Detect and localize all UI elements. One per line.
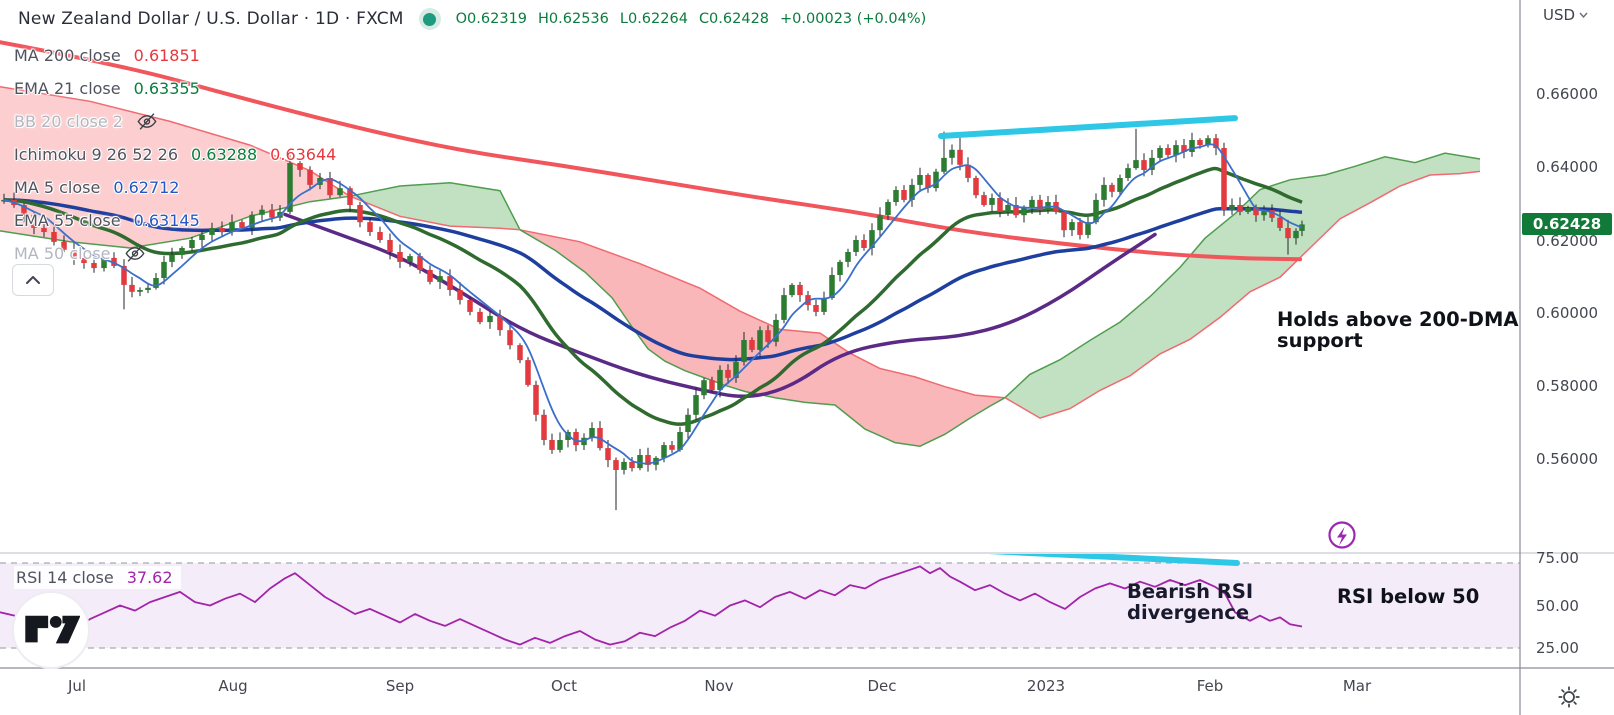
ohlc-low: L0.62264 [619, 11, 688, 27]
price-trendline-drawing[interactable] [938, 115, 1238, 139]
time-tick-label: Feb [1196, 677, 1224, 695]
time-tick-label: Jul [67, 677, 87, 695]
annotation-rsi-below-50[interactable]: RSI below 50 [1337, 585, 1480, 608]
price-tick-label: 0.62000 [1536, 232, 1599, 250]
time-tick-label: Mar [1342, 677, 1372, 695]
rsi-tick-label: 75.00 [1536, 549, 1579, 567]
price-tick-label: 0.56000 [1536, 450, 1599, 468]
rsi-legend-value: 37.62 [126, 568, 173, 587]
time-tick-label: Oct [551, 677, 577, 695]
annotation-bearish-divergence[interactable]: Bearish RSI divergence [1127, 580, 1254, 625]
rsi-tick-label: 50.00 [1536, 597, 1579, 615]
legend-value: 0.61851 [133, 45, 200, 65]
legend-row-ichimoku-9-26-52-26[interactable]: Ichimoku 9 26 52 26 0.63288 0.63644 [14, 143, 336, 165]
ma5-line [3, 143, 1303, 465]
rsi-tick-label: 25.00 [1536, 639, 1579, 657]
legend-label: BB 20 close 2 [14, 111, 123, 131]
legend-value: 0.63644 [270, 144, 337, 164]
currency-label: USD [1543, 6, 1576, 24]
currency-selector[interactable]: USD [1543, 6, 1588, 24]
time-tick-label: 2023 [1026, 677, 1066, 695]
legend-row-ema-55-close[interactable]: EMA 55 close 0.63145 [14, 209, 336, 231]
legend-value: 0.63355 [133, 78, 200, 98]
legend-label: Ichimoku 9 26 52 26 [14, 144, 178, 164]
eye-slash-icon[interactable] [136, 112, 158, 131]
rsi-pane [0, 548, 1520, 649]
ohlc-readout: O0.62319 H0.62536 L0.62264 C0.62428 +0.0… [456, 11, 927, 27]
ohlc-open: O0.62319 [455, 11, 528, 27]
indicator-legend: MA 200 close 0.61851 EMA 21 close 0.63355 … [14, 44, 336, 275]
last-price-badge: 0.62428 [1522, 213, 1612, 235]
legend-row-ma-5-close[interactable]: MA 5 close 0.62712 [14, 176, 336, 198]
sun-icon[interactable] [1553, 682, 1585, 712]
ohlc-close: C0.62428 [698, 11, 770, 27]
price-tick-label: 0.60000 [1536, 304, 1599, 322]
ohlc-high: H0.62536 [538, 11, 609, 27]
price-axis[interactable]: USD 0.66000 0.64000 0.62000 0.60000 0.58000 0… [1521, 0, 1614, 668]
legend-collapse-button[interactable] [12, 264, 54, 296]
symbol-title[interactable]: New Zealand Dollar / U.S. Dollar · 1D · … [18, 9, 404, 29]
chevron-down-icon [1579, 12, 1588, 18]
legend-row-ema-21-close[interactable]: EMA 21 close 0.63355 [14, 77, 336, 99]
legend-row-bb-20-close-2[interactable]: BB 20 close 2 [14, 110, 336, 132]
price-tick-label: 0.66000 [1536, 85, 1599, 103]
annotation-200dma-support[interactable]: Holds above 200-DMA support [1277, 308, 1519, 353]
legend-label: MA 5 close [14, 177, 101, 197]
legend-row-ma-50-close[interactable]: MA 50 close [14, 242, 336, 264]
tradingview-logo[interactable] [12, 591, 90, 669]
time-tick-label: Aug [218, 677, 248, 695]
time-tick-label: Nov [704, 677, 734, 695]
eye-slash-icon[interactable] [124, 244, 146, 263]
ohlc-change: +0.00023 (+0.04%) [780, 11, 927, 27]
time-axis[interactable]: Jul Aug Sep Oct Nov Dec 2023 Feb Mar [0, 669, 1520, 715]
legend-row-ma-200-close[interactable]: MA 200 close 0.61851 [14, 44, 336, 66]
time-tick-label: Dec [867, 677, 897, 695]
legend-label: MA 200 close [14, 45, 121, 65]
legend-value: 0.62712 [113, 177, 180, 197]
rsi-legend-label: RSI 14 close [16, 568, 114, 587]
lightning-bolt-icon[interactable] [1328, 521, 1356, 549]
price-tick-label: 0.58000 [1536, 377, 1599, 395]
moving-average-lines [0, 40, 1303, 426]
legend-value: 0.63288 [191, 144, 258, 164]
legend-label: EMA 55 close [14, 210, 121, 230]
legend-value: 0.63145 [133, 210, 200, 230]
market-status-icon[interactable] [418, 8, 441, 30]
price-tick-label: 0.64000 [1536, 158, 1599, 176]
legend-label: EMA 21 close [14, 78, 121, 98]
rsi-trendline-drawing[interactable] [920, 548, 1240, 566]
rsi-legend[interactable]: RSI 14 close 37.62 [14, 566, 181, 589]
legend-label: MA 50 close [14, 243, 111, 263]
time-tick-label: Sep [385, 677, 415, 695]
chart-header: New Zealand Dollar / U.S. Dollar · 1D · … [18, 8, 926, 30]
